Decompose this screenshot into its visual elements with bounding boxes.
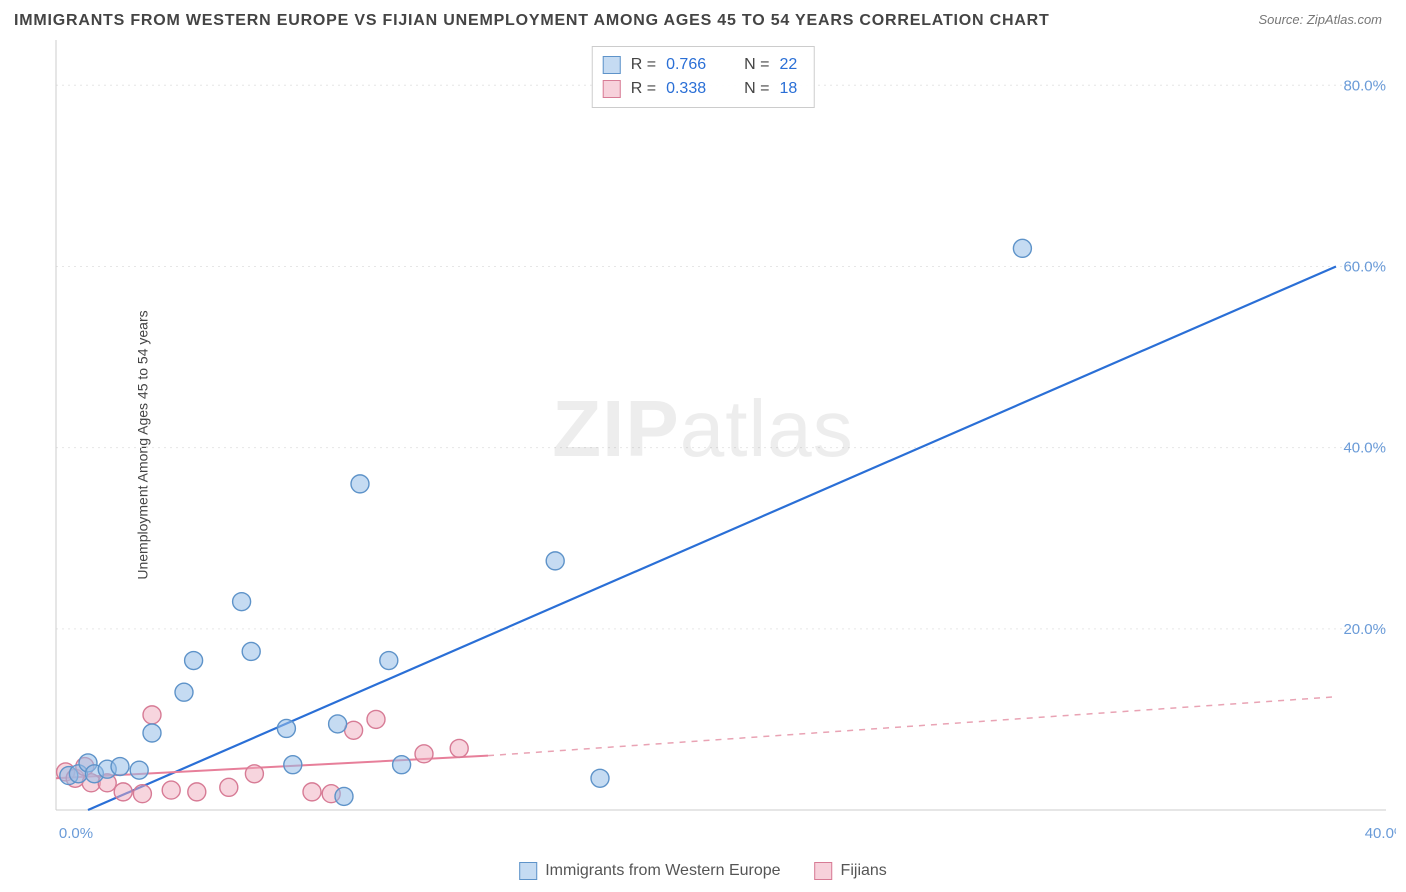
svg-text:40.0%: 40.0% — [1365, 825, 1396, 842]
svg-text:0.0%: 0.0% — [59, 825, 93, 842]
chart-container: Unemployment Among Ages 45 to 54 years 2… — [0, 40, 1406, 850]
svg-text:80.0%: 80.0% — [1343, 77, 1386, 94]
swatch-blue-icon — [603, 56, 621, 74]
n-value-pink: 18 — [779, 77, 797, 101]
swatch-pink-icon — [603, 80, 621, 98]
stats-row-pink: R = 0.338 N = 18 — [603, 77, 798, 101]
r-value-blue: 0.766 — [666, 53, 706, 77]
legend-label-pink: Fijians — [841, 862, 887, 880]
series-legend: Immigrants from Western Europe Fijians — [519, 862, 887, 880]
r-label: R = — [631, 53, 656, 77]
n-label: N = — [744, 77, 769, 101]
swatch-blue-icon — [519, 862, 537, 880]
legend-label-blue: Immigrants from Western Europe — [545, 862, 780, 880]
chart-title: IMMIGRANTS FROM WESTERN EUROPE VS FIJIAN… — [14, 12, 1050, 30]
svg-text:40.0%: 40.0% — [1343, 440, 1386, 457]
svg-text:60.0%: 60.0% — [1343, 258, 1386, 275]
stats-row-blue: R = 0.766 N = 22 — [603, 53, 798, 77]
swatch-pink-icon — [815, 862, 833, 880]
legend-item-pink: Fijians — [815, 862, 887, 880]
svg-text:20.0%: 20.0% — [1343, 621, 1386, 638]
legend-item-blue: Immigrants from Western Europe — [519, 862, 780, 880]
stats-legend: R = 0.766 N = 22 R = 0.338 N = 18 — [592, 46, 815, 108]
r-value-pink: 0.338 — [666, 77, 706, 101]
n-label: N = — [744, 53, 769, 77]
scatter-plot-svg: 20.0% 40.0% 60.0% 80.0% 0.0% 40.0% — [46, 40, 1396, 850]
r-label: R = — [631, 77, 656, 101]
source-attribution: Source: ZipAtlas.com — [1258, 12, 1382, 27]
n-value-blue: 22 — [779, 53, 797, 77]
